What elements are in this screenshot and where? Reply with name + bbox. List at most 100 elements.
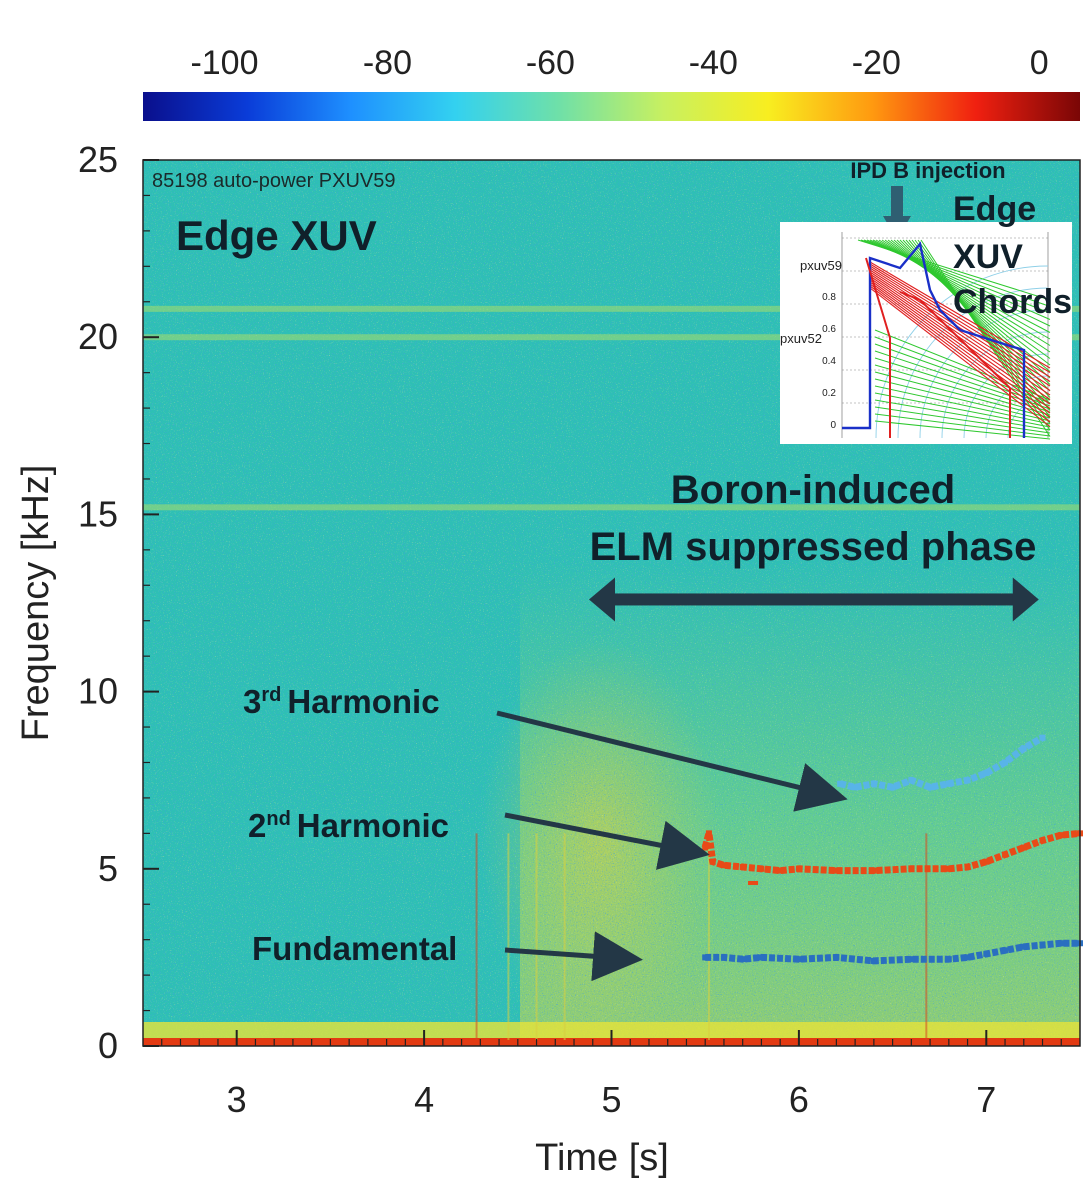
y-axis-label: Frequency [kHz] (15, 465, 57, 742)
colorbar-tick-5: 0 (1030, 44, 1049, 82)
inset-red-chord (869, 281, 1051, 414)
band-0 (143, 334, 1080, 341)
series-2-point-10 (983, 950, 990, 957)
harmonic-arrows (496, 710, 848, 982)
inset-red-chord (869, 287, 1051, 427)
inset-green-chord (874, 420, 1051, 440)
series-1-point-0 (702, 844, 709, 851)
inset-green-chord (874, 378, 1051, 422)
y-tick-label-3: 15 (78, 493, 118, 534)
series-line-0 (839, 734, 1045, 791)
phase-double-arrow (589, 577, 1039, 622)
series-1-point-2 (709, 858, 716, 865)
inset-green-chord (908, 239, 1051, 411)
inset-chord-label-1: pxuv59 (800, 258, 842, 273)
series-2-point-11 (1002, 947, 1009, 954)
y-tick-label-5: 25 (78, 139, 118, 180)
inset-label-line2: XUV (953, 238, 1023, 276)
phase-label-line1: Boron-induced (671, 468, 955, 512)
inset-y-tick-2: 0.4 (822, 356, 836, 367)
series-2-point-9 (964, 954, 971, 961)
y-tick-label-1: 5 (98, 848, 118, 889)
inset-red-chord (869, 263, 1051, 373)
inset: IPD B injection pxuv59 pxuv52 0.80.60.40… (780, 158, 1072, 444)
series-2-point-3 (758, 954, 765, 961)
series-0-point-11 (1039, 734, 1046, 741)
x-tick-label-4: 7 (976, 1079, 996, 1120)
phase-arrow-left-head (589, 577, 616, 622)
second-harmonic-label: 2nd Harmonic (248, 807, 449, 844)
inset-red-outline (865, 257, 1011, 438)
inset-green-chord (874, 392, 1051, 428)
colorbar-tick-3: -40 (689, 44, 738, 82)
inset-y-ticks: 0.8 0.6 0.4 0.2 0 (822, 292, 836, 431)
inset-red-chord (869, 265, 1051, 378)
chart-title: 85198 auto-power PXUV59 (152, 170, 396, 192)
series-1-point-14 (1002, 851, 1009, 858)
series-1-point-15 (1020, 844, 1027, 851)
x-axis: 3 4 5 6 7 (161, 1030, 1062, 1120)
series-0-point-3 (889, 784, 896, 791)
inset-red-chord (869, 283, 1051, 418)
inset-chord-label-2: pxuv52 (780, 331, 822, 346)
x-axis-label: Time [s] (535, 1137, 669, 1179)
third-harmonic-num: 3 (243, 683, 261, 720)
third-harmonic-arrow (496, 710, 848, 812)
second-harmonic-arrow (504, 812, 710, 870)
series-1-point-10 (908, 865, 915, 872)
inset-green-chord (874, 399, 1051, 431)
inset-title: IPD B injection (850, 158, 1005, 183)
inset-green-chord (884, 239, 1051, 359)
series-2-point-4 (795, 956, 802, 963)
series-2-point-8 (945, 956, 952, 963)
series-line-2 (705, 939, 1080, 965)
series-1-point-13 (983, 858, 990, 865)
series-1-point-9 (870, 867, 877, 874)
colorbar-tick-2: -60 (526, 44, 575, 82)
series-1-point-3 (720, 862, 727, 869)
fundamental-label: Fundamental (252, 930, 457, 967)
panel-label: Edge XUV (176, 212, 377, 259)
colorbar: -100 -80 -60 -40 -20 0 (143, 44, 1080, 121)
series-2-point-12 (1020, 943, 1027, 950)
inset-green-chord (881, 239, 1051, 353)
x-tick-label-0: 3 (227, 1079, 247, 1120)
series-1-point-6 (777, 867, 784, 874)
series-1-point-1 (705, 830, 712, 837)
inset-label-line1: Edge (953, 190, 1036, 228)
inset-green-chord (874, 413, 1051, 437)
inset-y-tick-1: 0.6 (822, 324, 836, 335)
series-0-point-4 (908, 777, 915, 784)
series-0-point-1 (852, 784, 859, 791)
series-1-point-5 (758, 865, 765, 872)
series-1-point-4 (739, 864, 746, 871)
inset-y-tick-4: 0 (830, 420, 836, 431)
inset-green-chord (902, 239, 1051, 398)
inset-green-chord (905, 239, 1051, 405)
series-0-point-7 (964, 777, 971, 784)
series-2-point-0 (702, 954, 709, 961)
inset-contour (941, 331, 1049, 439)
inset-chords (841, 232, 1051, 440)
second-harmonic-text: Harmonic (297, 807, 449, 844)
band-2 (143, 504, 1080, 511)
inset-y-tick-0: 0.8 (822, 292, 836, 303)
inset-green-chord (874, 406, 1051, 434)
inset-red-chord (869, 269, 1051, 387)
x-tick-label-1: 4 (414, 1079, 434, 1120)
colorbar-tick-labels: -100 -80 -60 -40 -20 0 (190, 44, 1048, 82)
y-tick-label-2: 10 (78, 671, 118, 712)
inset-green-chord (874, 385, 1051, 425)
y-axis: 0 5 10 15 20 25 (78, 139, 159, 1066)
series-0-point-8 (983, 770, 990, 777)
inset-label-line3: Chords (953, 283, 1072, 321)
series-2-point-7 (908, 956, 915, 963)
inset-red-chord (869, 273, 1051, 396)
series-0-point-0 (837, 780, 844, 787)
second-harmonic-sup: nd (266, 808, 290, 830)
inset-contour (919, 309, 1049, 439)
inset-y-tick-3: 0.2 (822, 388, 836, 399)
x-tick-label-3: 6 (789, 1079, 809, 1120)
colorbar-tick-1: -80 (363, 44, 412, 82)
x-tick-label-2: 5 (601, 1079, 621, 1120)
